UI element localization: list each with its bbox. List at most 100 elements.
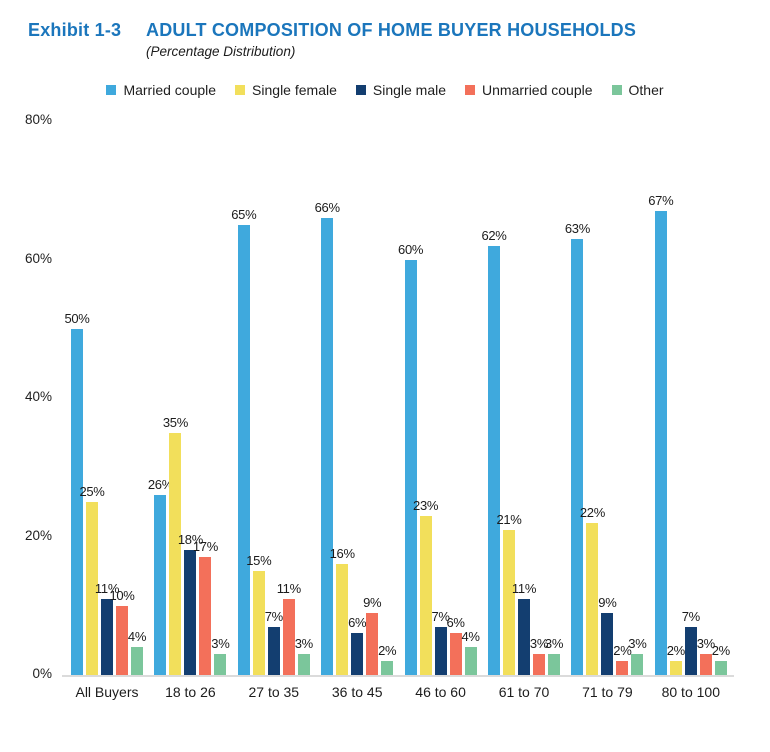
bar-value-label: 25% <box>79 483 105 499</box>
legend-item-other: Other <box>611 82 664 98</box>
x-axis-label: 18 to 26 <box>165 684 216 700</box>
y-tick-label: 40% <box>24 389 52 404</box>
bar-value-label: 2% <box>613 643 632 659</box>
bar-value-label: 4% <box>461 629 480 645</box>
bar-single-male <box>434 626 447 675</box>
bar-value-label: 60% <box>398 241 424 257</box>
legend-label: Single male <box>372 82 447 98</box>
bar-value-label: 63% <box>564 220 590 236</box>
bar-single-male <box>351 633 364 675</box>
bar-other <box>297 654 310 675</box>
bar-single-female <box>86 501 98 675</box>
y-tick-label: 80% <box>24 112 52 127</box>
bar-other <box>131 647 143 675</box>
x-axis-label: 46 to 60 <box>415 684 466 700</box>
bar-single-male <box>101 598 113 675</box>
bar-single-male <box>601 612 614 675</box>
bar-unmarried-couple <box>116 605 128 675</box>
bar-value-label: 3% <box>544 636 564 652</box>
bar-unmarried-couple <box>366 612 379 675</box>
bar-unmarried-couple <box>282 598 295 675</box>
legend-swatch-icon <box>465 85 476 95</box>
legend-item-single-female: Single female <box>235 82 337 98</box>
bar-single-female <box>336 564 349 675</box>
x-axis-label: 27 to 35 <box>248 684 300 700</box>
page-title: ADULT COMPOSITION OF HOME BUYER HOUSEHOL… <box>146 20 637 40</box>
x-axis-label: 71 to 79 <box>582 684 633 700</box>
bar-value-label: 6% <box>348 615 367 631</box>
legend-swatch-icon <box>106 85 117 95</box>
chart-legend: Married couple Single female Single male Un… <box>0 82 770 98</box>
bar-value-label: 22% <box>579 504 605 520</box>
bar-married-couple <box>321 217 334 675</box>
bar-married-couple <box>404 259 417 675</box>
chart-header: Exhibit 1-3 ADULT COMPOSITION OF HOME BU… <box>28 20 636 59</box>
bar-unmarried-couple <box>449 633 462 675</box>
bar-value-label: 2% <box>378 643 397 659</box>
legend-label: Unmarried couple <box>482 82 593 98</box>
bar-unmarried-couple <box>616 661 629 675</box>
bar-value-label: 62% <box>481 227 507 243</box>
exhibit-label: Exhibit 1-3 <box>28 20 122 40</box>
bar-single-female <box>419 515 432 675</box>
bar-value-label: 2% <box>666 643 686 659</box>
bar-value-label: 3% <box>529 636 549 652</box>
y-tick-label: 0% <box>32 666 52 681</box>
bar-unmarried-couple <box>533 654 545 675</box>
bar-married-couple <box>71 328 83 675</box>
bar-married-couple <box>154 494 167 675</box>
y-tick-label: 60% <box>24 250 52 266</box>
legend-item-unmarried-couple: Unmarried couple <box>465 82 593 98</box>
bar-single-male <box>518 598 530 675</box>
bar-value-label: 7% <box>431 608 450 624</box>
x-axis-label: All Buyers <box>75 684 139 700</box>
bar-value-label: 3% <box>628 636 647 652</box>
bar-single-female <box>669 661 682 675</box>
bar-other <box>214 654 227 675</box>
bar-value-label: 2% <box>711 643 731 659</box>
bar-married-couple <box>654 211 667 675</box>
bar-single-female <box>503 529 515 675</box>
bar-married-couple <box>571 238 584 675</box>
bar-value-label: 3% <box>211 636 230 652</box>
bar-value-label: 9% <box>598 594 617 610</box>
x-axis-label: 61 to 70 <box>498 684 550 700</box>
legend-swatch-icon <box>611 85 622 95</box>
bar-value-label: 7% <box>264 608 284 624</box>
x-axis-label: 80 to 100 <box>661 684 720 700</box>
bar-value-label: 15% <box>246 553 272 569</box>
bar-single-male <box>684 626 697 675</box>
bar-single-female <box>586 522 599 675</box>
bar-other <box>464 647 477 675</box>
bar-value-label: 23% <box>413 497 439 513</box>
bar-value-label: 10% <box>109 587 135 603</box>
bar-other <box>714 661 727 675</box>
bar-value-label: 9% <box>363 594 382 610</box>
bar-value-label: 16% <box>329 546 355 562</box>
legend-swatch-icon <box>355 85 366 95</box>
bar-value-label: 65% <box>231 206 257 222</box>
bar-other <box>381 661 394 675</box>
legend-item-single-male: Single male <box>355 82 447 98</box>
bar-value-label: 11% <box>511 580 537 596</box>
bar-single-female <box>252 571 265 675</box>
bar-value-label: 11% <box>276 580 301 596</box>
x-axis-label: 36 to 45 <box>331 684 383 700</box>
bar-group-80-to-100: 67% 2% 7% 3% 2% <box>648 121 730 675</box>
bar-other <box>631 654 644 675</box>
page-subtitle: (Percentage Distribution) <box>146 44 296 59</box>
bar-group-all-buyers: 50% 25% 11% 10% 4% <box>64 121 146 675</box>
bar-value-label: 26% <box>147 476 173 492</box>
title-block: ADULT COMPOSITION OF HOME BUYER HOUSEHOL… <box>146 20 636 59</box>
bar-married-couple <box>237 224 250 675</box>
bar-married-couple <box>488 245 500 675</box>
y-tick-label: 20% <box>24 527 52 543</box>
bar-value-label: 50% <box>64 310 90 326</box>
bar-other <box>548 654 560 675</box>
bar-single-male <box>267 626 280 675</box>
bar-group-61-to-70: 62% 21% 11% 3% 3% <box>481 121 563 675</box>
bar-value-label: 3% <box>696 636 716 652</box>
bar-value-label: 3% <box>294 636 314 652</box>
